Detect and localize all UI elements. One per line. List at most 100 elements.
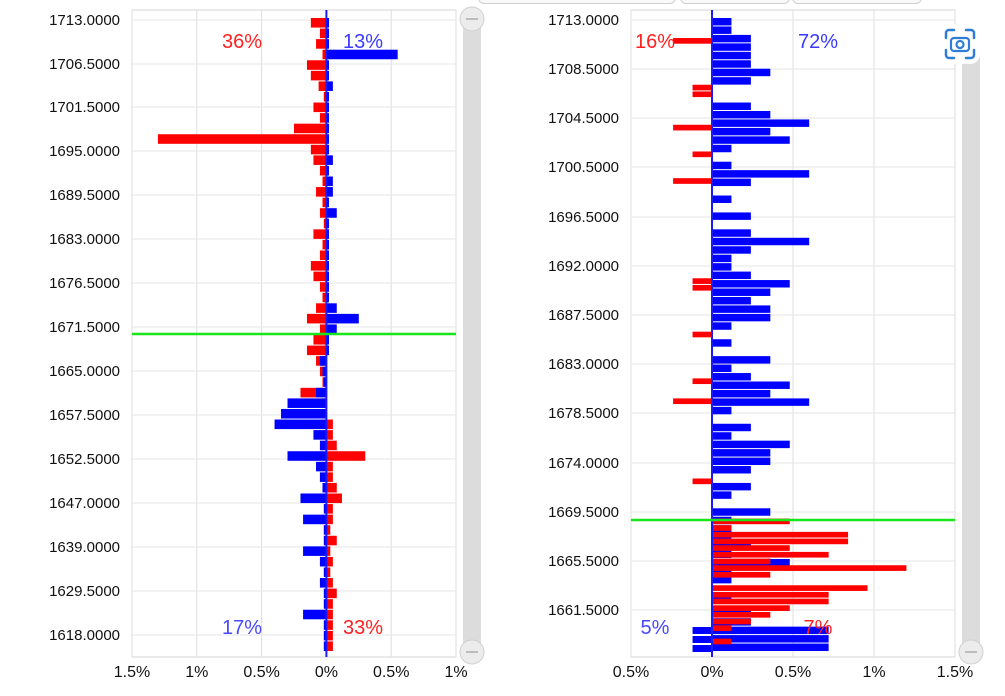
bar (712, 538, 849, 545)
bar (712, 119, 810, 127)
y-tick-label: 1665.0000 (49, 363, 120, 380)
bar (326, 588, 337, 599)
bar (326, 461, 333, 472)
bar (712, 611, 771, 618)
bar (712, 271, 751, 280)
bar (313, 102, 327, 113)
bar (326, 113, 329, 123)
bar (306, 313, 327, 324)
bar (712, 591, 829, 598)
bar (322, 49, 327, 60)
percent-annotation: 7% (804, 617, 833, 639)
bar (322, 176, 327, 187)
y-tick-label: 1689.5000 (49, 187, 120, 204)
bar (712, 356, 771, 364)
bar (712, 643, 829, 651)
bar (712, 440, 790, 449)
y-tick-label: 1665.5000 (548, 553, 619, 570)
bar (712, 68, 771, 77)
bar (712, 491, 732, 499)
bar (673, 398, 712, 405)
bar (712, 364, 732, 373)
bar (326, 239, 329, 250)
bar (712, 406, 732, 415)
bar (323, 620, 327, 630)
bar (319, 113, 327, 123)
scrollbar-right[interactable] (958, 30, 984, 665)
bar (326, 49, 398, 60)
bar (712, 102, 751, 110)
bar (712, 339, 732, 347)
bar (326, 91, 329, 102)
bar (712, 60, 751, 68)
bar (157, 134, 327, 144)
bar (319, 165, 327, 176)
bar (323, 588, 327, 599)
bar (712, 449, 771, 457)
y-tick-label: 1669.5000 (548, 504, 619, 521)
bar (319, 324, 327, 334)
bar (303, 609, 327, 620)
bar (319, 208, 327, 218)
bar (326, 609, 333, 620)
bar (326, 345, 329, 356)
bar (712, 381, 790, 389)
x-tick-label: 0% (315, 664, 338, 681)
bar (323, 630, 327, 641)
bar (303, 546, 327, 556)
bar (326, 303, 337, 313)
bar (692, 331, 712, 338)
bar (712, 136, 790, 144)
bar (326, 229, 329, 239)
bar (322, 197, 327, 208)
bar (712, 26, 732, 34)
bar (692, 84, 712, 91)
bar (322, 366, 327, 377)
bar (310, 70, 327, 81)
scrollbar-left[interactable] (459, 6, 485, 665)
bar (316, 39, 327, 49)
bar (712, 313, 771, 322)
bar (712, 178, 751, 187)
percent-annotation: 5% (641, 617, 670, 639)
bar (712, 605, 790, 611)
bar (319, 250, 327, 261)
bar (712, 305, 771, 313)
bar (316, 387, 327, 398)
bar (326, 535, 337, 546)
bar (692, 278, 712, 284)
bar (712, 389, 771, 398)
y-tick-label: 1661.5000 (548, 602, 619, 619)
bar (692, 645, 712, 652)
bar (319, 282, 327, 292)
camera-scan-icon[interactable] (940, 24, 980, 64)
bar (326, 144, 329, 155)
bar (712, 551, 829, 558)
bar (712, 565, 907, 571)
bar (326, 514, 333, 525)
bar (712, 618, 751, 625)
bar (692, 627, 712, 634)
bar (326, 176, 333, 187)
bar (326, 493, 342, 504)
y-tick-label: 1683.0000 (548, 356, 619, 373)
percent-annotation: 72% (798, 31, 838, 53)
x-tick-label: 1% (185, 664, 208, 681)
bar (326, 187, 333, 197)
bar (712, 322, 732, 330)
x-tick-label: 0.5% (373, 664, 409, 681)
bar (712, 466, 751, 474)
bar (712, 567, 732, 575)
x-tick-label: 0% (700, 664, 723, 681)
bar (326, 313, 359, 324)
bar (712, 518, 790, 525)
bar (326, 18, 329, 28)
bar (326, 123, 329, 134)
bar (712, 51, 751, 60)
bar (326, 599, 333, 609)
percent-annotation: 17% (222, 617, 262, 639)
bar (712, 110, 771, 119)
bar (712, 237, 810, 246)
bar (326, 155, 333, 165)
bar (274, 419, 327, 430)
